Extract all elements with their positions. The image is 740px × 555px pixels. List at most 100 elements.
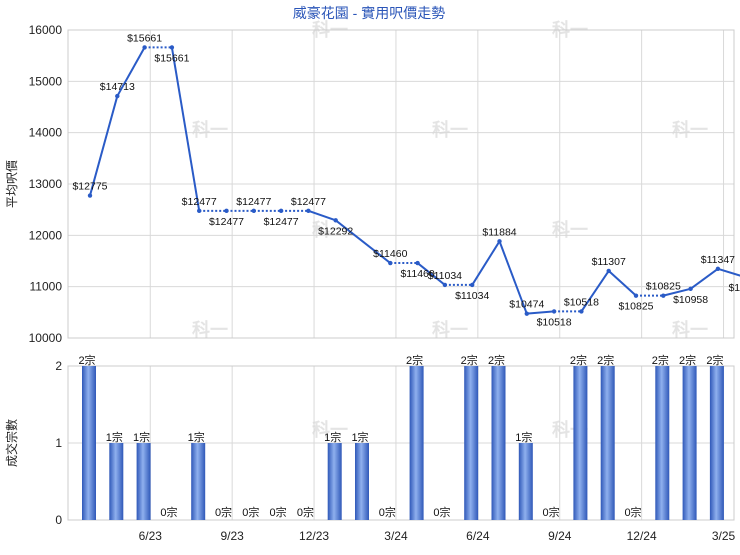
price-label-18: $10518 bbox=[564, 296, 599, 308]
point-0 bbox=[87, 193, 93, 198]
line-segment-13 bbox=[471, 240, 501, 286]
bar-label-2: 1宗 bbox=[133, 430, 150, 444]
point-7 bbox=[278, 208, 284, 214]
x-tick-label-2: 12/23 bbox=[299, 529, 329, 543]
bar-2 bbox=[136, 443, 151, 520]
bar-label-19: 2宗 bbox=[597, 353, 614, 367]
price-label-21: $10825 bbox=[646, 281, 681, 293]
bar-15 bbox=[491, 366, 506, 520]
x-tick-label-4: 6/24 bbox=[466, 529, 490, 543]
count-y-axis-label: 成交宗數 bbox=[4, 419, 19, 467]
price-label-13: $11034 bbox=[428, 270, 462, 282]
price-label-11: $11460 bbox=[373, 248, 407, 260]
bar-label-22: 2宗 bbox=[679, 353, 696, 367]
watermark-text-7: 科一 bbox=[192, 319, 228, 340]
price-label-20: $10825 bbox=[618, 301, 653, 313]
bar-label-15: 2宗 bbox=[488, 353, 505, 367]
bar-19 bbox=[600, 366, 615, 520]
line-segment-14 bbox=[498, 240, 528, 315]
price-label-8: $12477 bbox=[291, 196, 326, 208]
point-3 bbox=[169, 45, 175, 50]
count-tick-label-0: 0 bbox=[55, 513, 62, 527]
bar-18 bbox=[573, 366, 588, 520]
watermark-text-5: 科一 bbox=[312, 219, 348, 240]
bar-label-11: 0宗 bbox=[379, 505, 396, 519]
point-16 bbox=[524, 311, 529, 316]
x-tick-label-6: 12/24 bbox=[627, 529, 657, 543]
price-label-15: $11884 bbox=[482, 226, 516, 238]
price-tick-label-4: 14000 bbox=[29, 126, 63, 140]
bar-label-16: 1宗 bbox=[515, 430, 532, 444]
point-13 bbox=[442, 282, 448, 288]
point-23 bbox=[715, 266, 721, 272]
x-tick-label-5: 9/24 bbox=[548, 529, 572, 543]
bar-label-6: 0宗 bbox=[242, 505, 259, 519]
bar-label-9: 1宗 bbox=[324, 430, 341, 444]
line-segment-1 bbox=[116, 46, 146, 97]
line-segment-17 bbox=[580, 270, 610, 312]
price-label-22: $10958 bbox=[673, 294, 708, 306]
line-segment-20 bbox=[663, 287, 691, 297]
price-label-14: $11034 bbox=[455, 290, 489, 302]
point-20 bbox=[633, 293, 639, 298]
price-label-3: $15661 bbox=[154, 52, 189, 64]
point-6 bbox=[251, 208, 256, 214]
line-segment-9 bbox=[335, 219, 391, 264]
price-label-9: $12292 bbox=[318, 225, 353, 237]
count-plot-frame bbox=[67, 365, 735, 521]
point-11 bbox=[388, 260, 393, 266]
line-segment-15 bbox=[526, 310, 555, 315]
bar-12 bbox=[409, 366, 424, 520]
x-tick-label-1: 9/23 bbox=[220, 529, 244, 543]
data-labels: 2宗 1宗 1宗 0宗 1宗 0宗 0宗 0宗 0宗 1宗 1宗 0宗 2宗 0宗 2宗 2宗 1宗 0宗 2宗 2宗… bbox=[72, 32, 740, 519]
price-tick-label-2: 12000 bbox=[29, 228, 63, 242]
bar-0 bbox=[82, 366, 96, 520]
price-y-axis-label: 平均呎價 bbox=[5, 160, 19, 208]
price-tick-label-5: 15000 bbox=[29, 74, 63, 88]
bar-label-20: 0宗 bbox=[624, 505, 641, 519]
bar-label-1: 1宗 bbox=[106, 430, 123, 444]
bar-label-14: 2宗 bbox=[461, 353, 478, 367]
x-tick-label-7: 3/25 bbox=[712, 529, 736, 543]
point-4 bbox=[197, 208, 202, 214]
watermark-text-10: 科一 bbox=[312, 419, 348, 440]
price-label-19: $11307 bbox=[592, 256, 626, 268]
price-label-6: $12477 bbox=[236, 196, 271, 208]
price-plot-frame bbox=[67, 29, 735, 339]
price-label-12: $11460 bbox=[400, 268, 434, 280]
watermark-text-6: 科一 bbox=[552, 219, 588, 240]
point-18 bbox=[579, 309, 584, 314]
price-label-0: $12775 bbox=[72, 181, 107, 193]
bar-label-17: 0宗 bbox=[543, 505, 560, 519]
line-segment-3 bbox=[170, 47, 201, 212]
watermark-text-3: 科一 bbox=[432, 119, 468, 140]
price-line bbox=[87, 45, 740, 316]
point-5 bbox=[224, 208, 229, 214]
count-tick-label-2: 2 bbox=[55, 359, 62, 373]
point-22 bbox=[688, 286, 693, 292]
x-tick-label-3: 3/24 bbox=[384, 529, 408, 543]
chart-title: 威豪花園 - 實用呎價走勢 bbox=[293, 5, 445, 21]
bar-label-10: 1宗 bbox=[351, 430, 368, 444]
bar-label-4: 1宗 bbox=[188, 430, 205, 444]
x-tick-label-0: 6/23 bbox=[139, 529, 163, 543]
price-tick-label-6: 16000 bbox=[29, 23, 63, 37]
bar-label-3: 0宗 bbox=[160, 505, 177, 519]
watermark-text-4: 科一 bbox=[672, 119, 708, 140]
axes: 10000 11000 12000 13000 14000 15000 16000 0 1 2 6/… bbox=[29, 23, 736, 543]
point-21 bbox=[661, 293, 666, 298]
price-tick-label-1: 11000 bbox=[30, 280, 63, 294]
watermark-text-8: 科一 bbox=[432, 319, 468, 340]
bar-label-13: 0宗 bbox=[433, 505, 450, 519]
point-8 bbox=[306, 208, 311, 214]
watermark-text-2: 科一 bbox=[192, 119, 228, 140]
bar-1 bbox=[109, 443, 124, 520]
bar-22 bbox=[682, 366, 697, 520]
price-label-5: $12477 bbox=[209, 216, 244, 228]
bar-16 bbox=[518, 443, 533, 520]
point-1 bbox=[115, 93, 120, 99]
bar-label-21: 2宗 bbox=[652, 353, 669, 367]
